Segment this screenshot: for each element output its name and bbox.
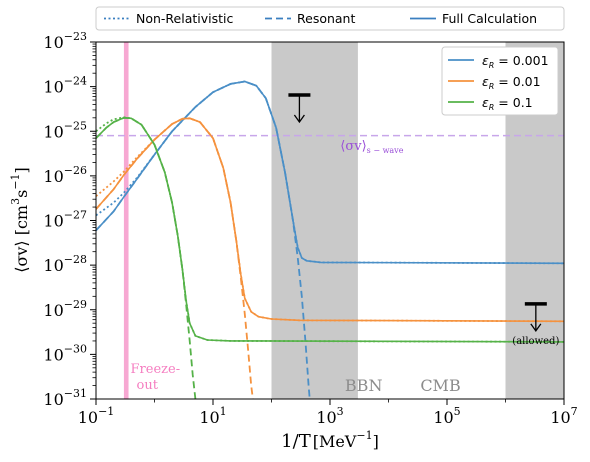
series-1-full-line <box>95 80 565 265</box>
series-2-resonant-line <box>95 117 254 400</box>
series-legend-box <box>441 46 559 116</box>
y-tick-label-4: 10−27 <box>43 209 87 231</box>
freeze-out-label-line2: out <box>137 378 159 393</box>
y-tick-label-2: 10−25 <box>43 119 87 141</box>
y-tick-label-5: 10−28 <box>43 253 87 275</box>
swave-reference-layer: ⟨σv⟩s − wave <box>96 134 564 155</box>
x-tick-label-1: 101 <box>199 405 226 427</box>
x-tick-label-4: 107 <box>550 405 577 427</box>
style-legend-label-dotted: Non-Relativistic <box>136 11 234 26</box>
upper-limit-arrowhead-2 <box>530 323 542 333</box>
swave-label: ⟨σv⟩s − wave <box>340 139 403 155</box>
x-tick-label-0: 10−1 <box>78 405 115 427</box>
y-tick-label-7: 10−30 <box>43 342 87 364</box>
series-layer <box>95 80 565 400</box>
y-tick-label-0: 10−23 <box>43 30 87 52</box>
shaded-region-bbn <box>271 42 358 399</box>
axes-layer: 10−1 101 103 105 107 10−23 10−24 10−25 10−26 10−2… <box>43 30 577 427</box>
series-legend-label-2: εR = 0.01 <box>482 74 541 91</box>
series-2-full-line <box>95 117 565 323</box>
shaded-regions: BBN CMB Freeze-out <box>123 42 564 399</box>
allowed-label: (allowed) <box>512 336 559 347</box>
y-axis-label: ⟨σv⟩ [cm3s−1] <box>9 167 31 273</box>
freeze-out-label-line1: Freeze- <box>131 362 181 377</box>
region-label-bbn: BBN <box>345 376 383 395</box>
upper-limit-arrowhead-1 <box>293 114 305 124</box>
freeze-out-band <box>123 42 129 399</box>
x-tick-label-2: 103 <box>316 405 343 427</box>
x-axis-label: 1/T [MeV−1] <box>281 429 379 452</box>
series-legend-label-1: εR = 0.001 <box>482 53 549 70</box>
y-tick-label-6: 10−29 <box>43 298 87 320</box>
series-legend-label-3: εR = 0.1 <box>482 95 533 112</box>
series-3-full-line <box>95 116 565 343</box>
y-tick-label-3: 10−26 <box>43 164 87 186</box>
region-label-cmb: CMB <box>420 376 460 395</box>
annotations-layer: (allowed) <box>288 93 559 347</box>
y-tick-label-8: 10−31 <box>43 387 87 409</box>
style-legend-label-dashed: Resonant <box>297 11 355 26</box>
x-tick-label-3: 105 <box>433 405 460 427</box>
legend-layer: Non-Relativistic Resonant Full Calculation… <box>95 6 565 116</box>
style-legend-box <box>95 6 565 31</box>
style-legend-label-solid: Full Calculation <box>442 11 537 26</box>
y-tick-label-1: 10−24 <box>43 75 87 97</box>
